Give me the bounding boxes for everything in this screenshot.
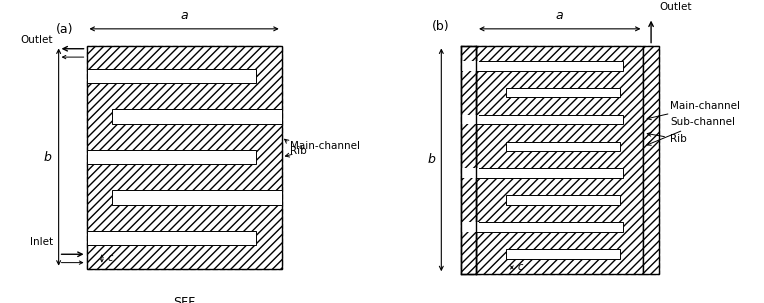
Bar [507, 195, 620, 205]
Bar [643, 45, 659, 274]
Text: Main-channel: Main-channel [647, 101, 740, 120]
Bar [476, 168, 623, 178]
Bar [476, 45, 643, 274]
Text: a: a [556, 9, 564, 22]
Bar [461, 222, 479, 232]
Text: Outlet: Outlet [21, 35, 53, 45]
Bar [507, 88, 620, 98]
Text: IFF: IFF [551, 302, 568, 303]
Text: Sub-channel: Sub-channel [647, 117, 735, 145]
Text: Outlet: Outlet [659, 2, 692, 12]
Bar [476, 222, 623, 232]
Text: c: c [108, 253, 113, 263]
Text: (b): (b) [432, 21, 449, 34]
Bar [86, 231, 256, 245]
Text: c: c [517, 262, 523, 272]
Bar [86, 45, 282, 268]
Bar [461, 45, 643, 274]
Bar [461, 168, 479, 178]
Bar [476, 115, 623, 124]
Text: Rib: Rib [647, 132, 687, 144]
Bar [507, 142, 620, 151]
Bar [643, 45, 659, 274]
Text: (a): (a) [56, 23, 73, 36]
Text: SFF: SFF [173, 296, 196, 303]
Text: a: a [180, 9, 188, 22]
Bar [461, 115, 479, 124]
Text: b: b [44, 151, 52, 164]
Text: Inlet: Inlet [30, 237, 53, 247]
Bar [86, 69, 256, 83]
Bar [476, 61, 623, 71]
Bar [112, 190, 282, 205]
Bar [507, 249, 620, 259]
Bar [461, 45, 476, 274]
Text: Main-channel: Main-channel [286, 141, 360, 157]
Bar [112, 109, 282, 124]
Bar [86, 150, 256, 164]
Text: Rib: Rib [285, 139, 307, 156]
Text: b: b [428, 153, 435, 166]
Bar [86, 45, 282, 268]
Bar [461, 61, 479, 71]
